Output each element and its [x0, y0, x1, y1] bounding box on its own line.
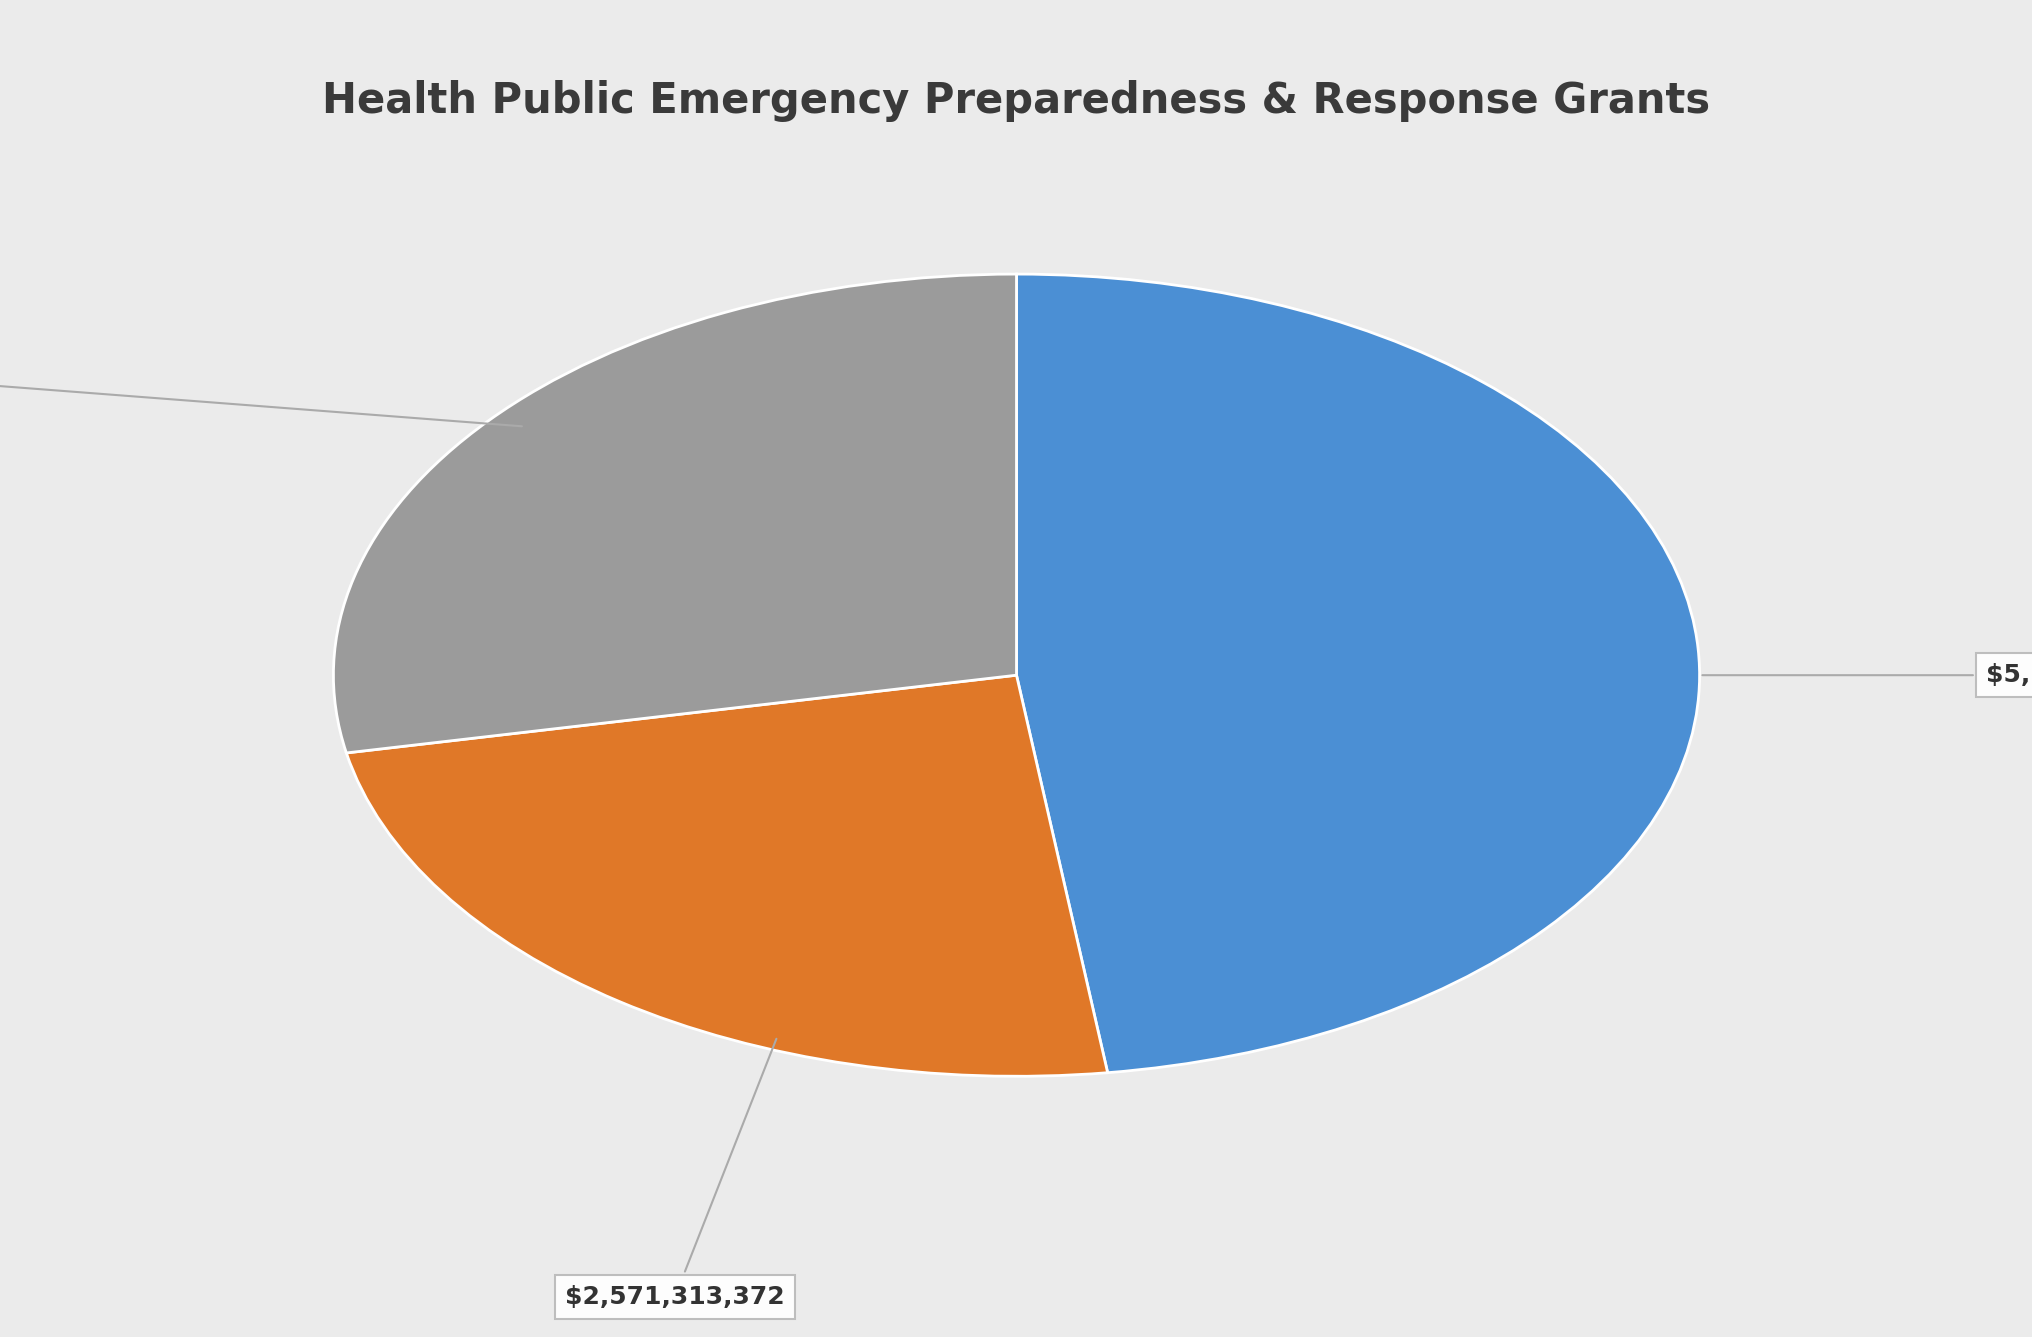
Text: $3,007,991,106: $3,007,991,106 [0, 362, 522, 427]
Wedge shape [333, 274, 1016, 753]
Text: $2,571,313,372: $2,571,313,372 [565, 1039, 784, 1309]
Text: $5,123,414,355: $5,123,414,355 [1701, 663, 2032, 687]
Wedge shape [1016, 274, 1699, 1072]
Wedge shape [345, 675, 1107, 1076]
Text: Health Public Emergency Preparedness & Response Grants: Health Public Emergency Preparedness & R… [323, 80, 1709, 122]
